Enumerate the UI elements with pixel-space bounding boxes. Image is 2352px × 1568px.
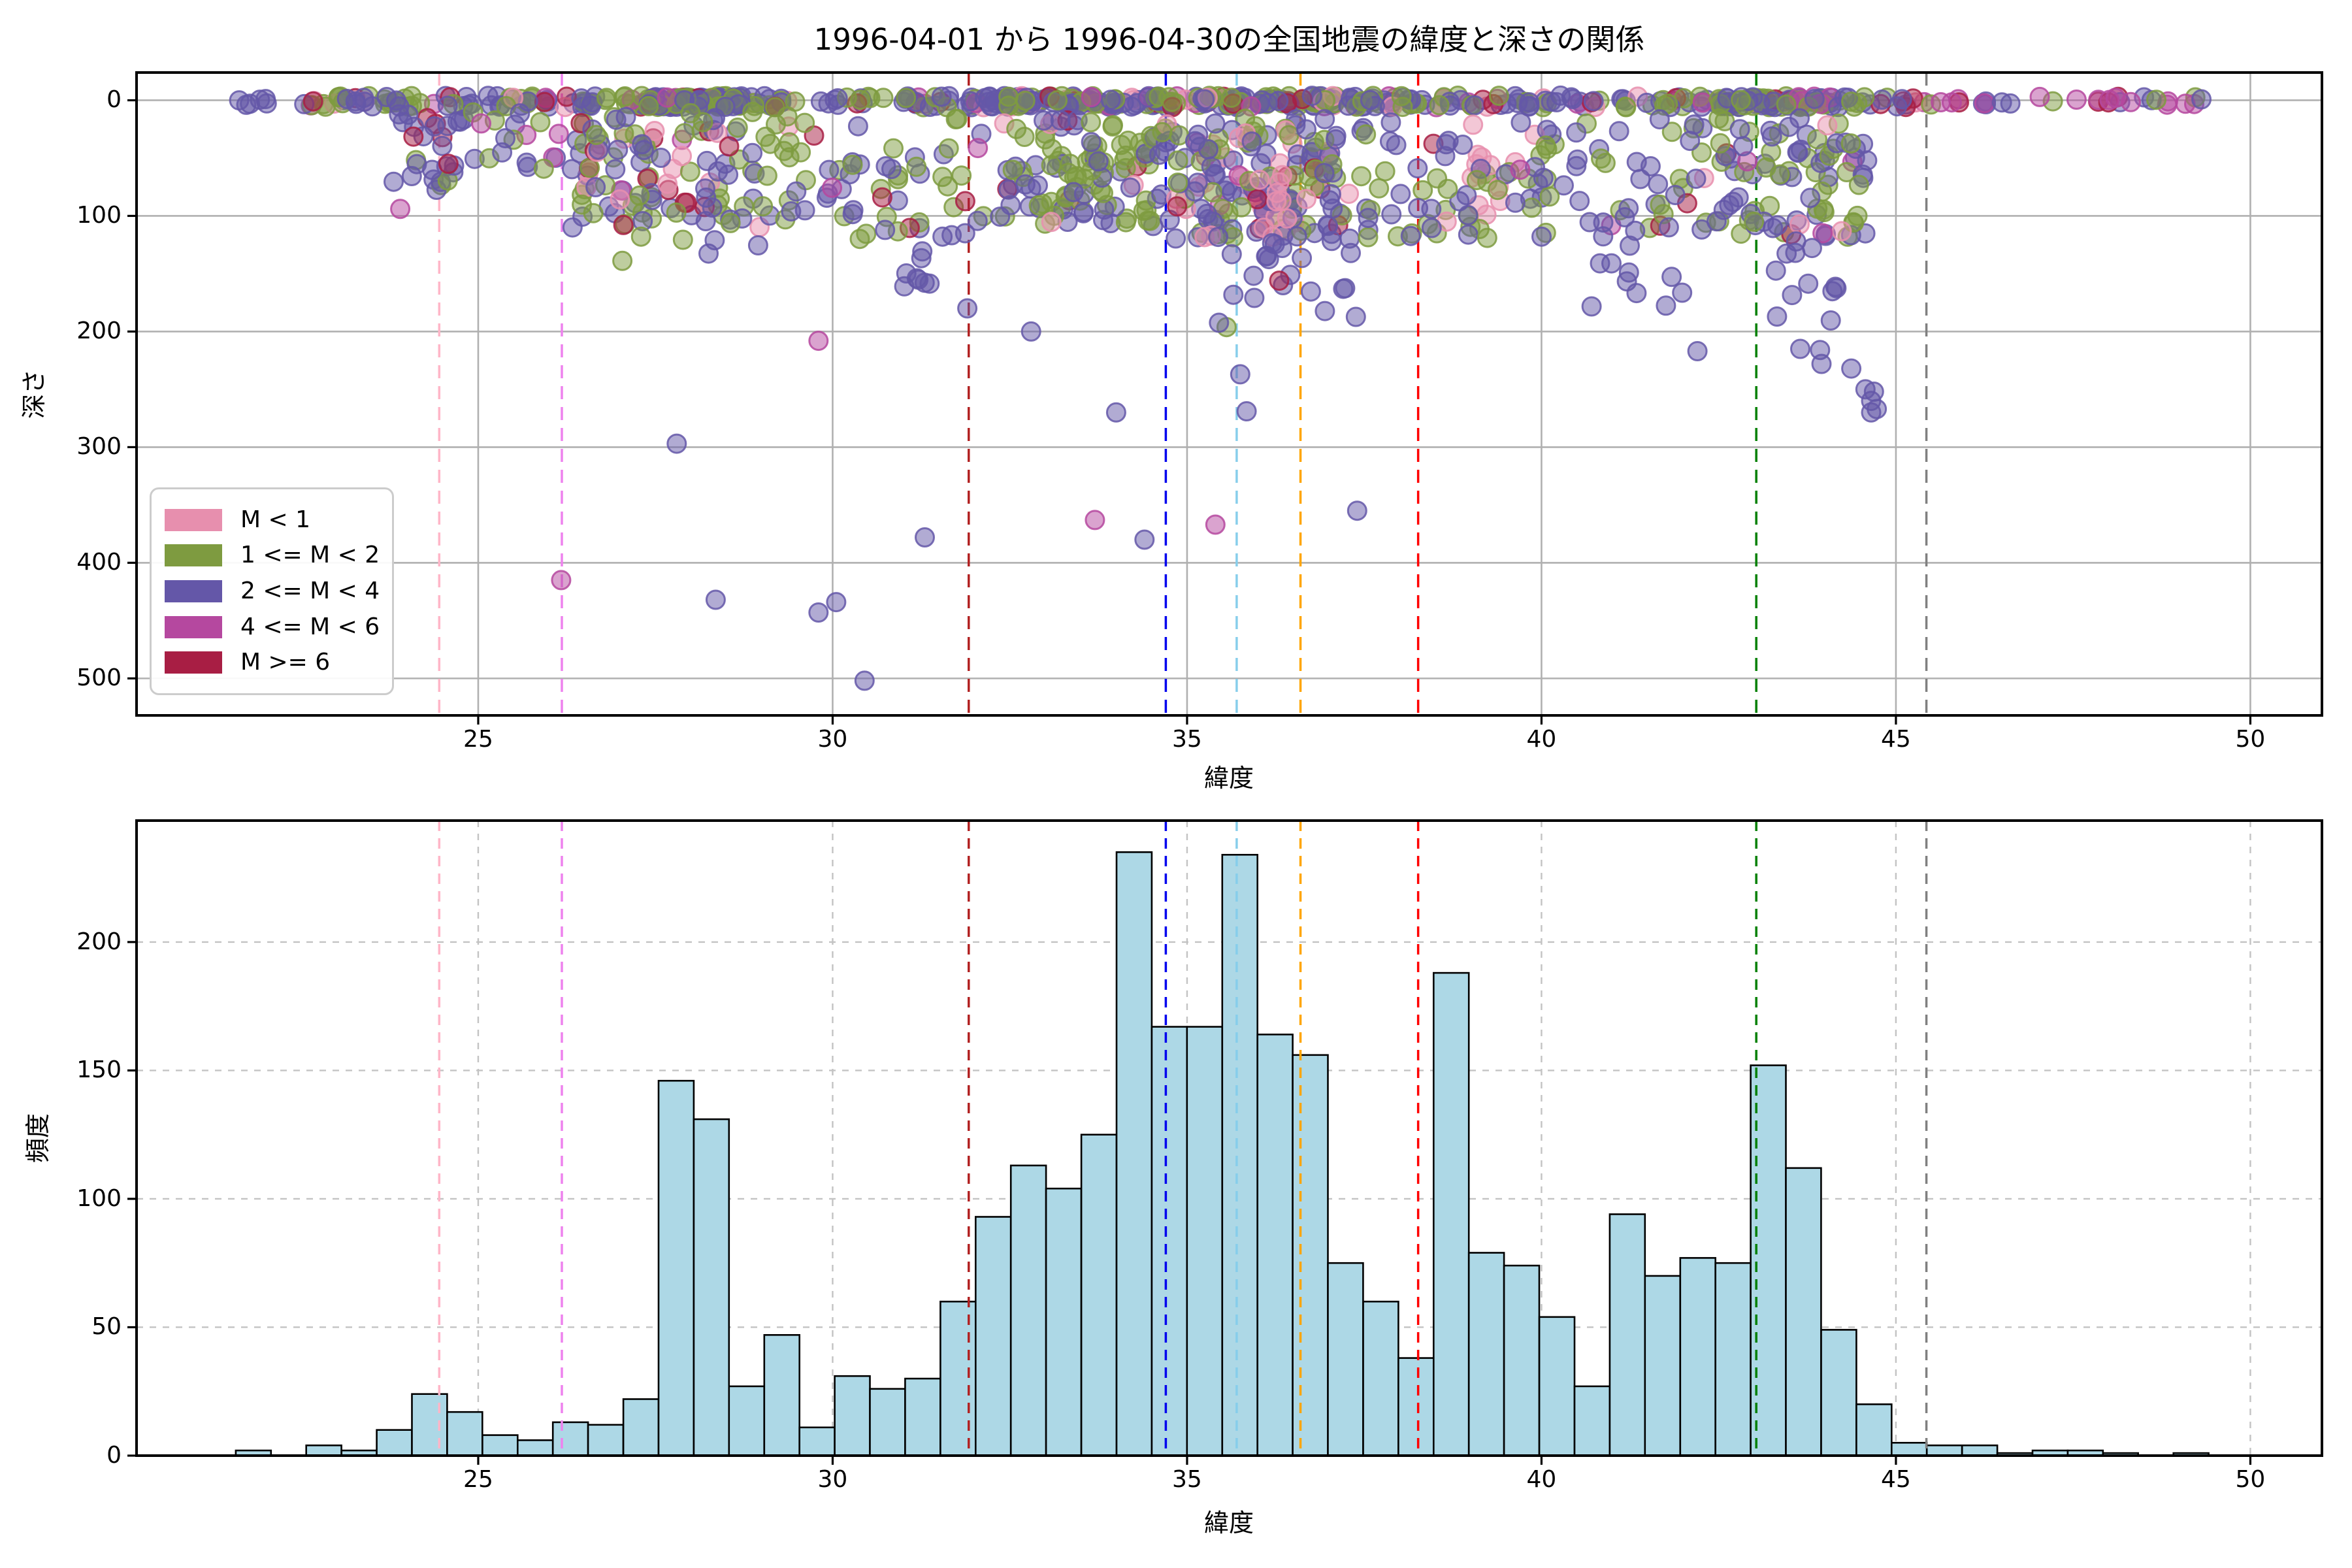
legend-item: M < 1 bbox=[165, 508, 385, 532]
scatter-x-tick-label: 30 bbox=[817, 726, 848, 753]
histogram-bar bbox=[411, 1393, 448, 1457]
histogram-bar bbox=[1573, 1385, 1611, 1457]
histogram-bar bbox=[622, 1398, 660, 1457]
histogram-reference-vlines bbox=[438, 821, 1928, 1456]
histogram-bar bbox=[516, 1439, 554, 1457]
histogram-bar bbox=[1009, 1164, 1047, 1457]
legend-swatch-m-2-4 bbox=[165, 580, 222, 602]
histogram-bar bbox=[1221, 854, 1259, 1457]
histogram-bar bbox=[1256, 1034, 1294, 1457]
histogram-bar bbox=[1292, 1054, 1329, 1457]
legend-swatch-m-1-2 bbox=[165, 544, 222, 567]
histogram-bar bbox=[834, 1375, 871, 1457]
scatter-yaxis-label: 深さ bbox=[20, 369, 48, 419]
legend-item: 2 <= M < 4 bbox=[165, 577, 385, 604]
scatter-y-tick-label: 0 bbox=[106, 86, 122, 114]
scatter-axes bbox=[127, 71, 2323, 725]
histogram-bar bbox=[551, 1421, 589, 1457]
histogram-bar bbox=[1714, 1262, 1752, 1457]
scatter-y-tick-label: 400 bbox=[76, 549, 122, 576]
histogram-bar bbox=[657, 1079, 695, 1457]
histogram-x-tick-label: 40 bbox=[1526, 1466, 1557, 1493]
histogram-x-tick-label: 50 bbox=[2235, 1466, 2266, 1493]
histogram-axes bbox=[127, 819, 2323, 1465]
histogram-y-tick-label: 50 bbox=[91, 1313, 122, 1341]
histogram-bar bbox=[1186, 1026, 1224, 1457]
histogram-bar bbox=[1151, 1026, 1188, 1457]
histogram-bar bbox=[869, 1388, 906, 1457]
histogram-bar bbox=[693, 1118, 730, 1457]
histogram-bar bbox=[305, 1445, 342, 1457]
legend-swatch-m-ge-6 bbox=[165, 651, 222, 674]
histogram-bar bbox=[1538, 1316, 1576, 1457]
histogram-bar bbox=[1115, 851, 1153, 1457]
histogram-bar bbox=[1644, 1275, 1682, 1457]
scatter-y-tick-label: 300 bbox=[76, 433, 122, 461]
histogram-bar bbox=[1080, 1134, 1118, 1457]
legend-item: M >= 6 bbox=[165, 651, 385, 674]
histogram-bar bbox=[1327, 1262, 1364, 1457]
histogram-bar bbox=[939, 1300, 977, 1457]
histogram-x-tick-label: 45 bbox=[1881, 1466, 1911, 1493]
histogram-yaxis-label: 頻度 bbox=[24, 1113, 52, 1164]
histogram-bar bbox=[482, 1434, 519, 1457]
scatter-x-tick-label: 50 bbox=[2235, 726, 2266, 753]
histogram-bar bbox=[1433, 972, 1470, 1457]
histogram-bar bbox=[1855, 1403, 1893, 1457]
histogram-bar bbox=[1397, 1357, 1435, 1457]
histogram-bar bbox=[587, 1424, 625, 1457]
histogram-y-tick-label: 200 bbox=[76, 928, 122, 955]
scatter-gridlines bbox=[137, 73, 2322, 715]
histogram-xaxis-label: 緯度 bbox=[1203, 1509, 1254, 1537]
legend-label: 4 <= M < 6 bbox=[240, 613, 380, 640]
legend-label: 1 <= M < 2 bbox=[240, 542, 380, 569]
legend-swatch-m-lt-1 bbox=[165, 508, 222, 531]
histogram-bar bbox=[1503, 1264, 1541, 1457]
histogram-bar bbox=[376, 1429, 413, 1457]
histogram-bar bbox=[1609, 1213, 1646, 1457]
histogram-bar bbox=[1820, 1329, 1857, 1457]
histogram-bar bbox=[904, 1377, 941, 1457]
histogram-bar bbox=[798, 1426, 836, 1457]
histogram-bar bbox=[1467, 1252, 1505, 1457]
histogram-x-tick-label: 35 bbox=[1172, 1466, 1202, 1493]
legend-item: 1 <= M < 2 bbox=[165, 544, 385, 567]
histogram-bar bbox=[1679, 1257, 1717, 1457]
histogram-y-tick-label: 100 bbox=[76, 1184, 122, 1212]
chart-title: 1996-04-01 から 1996-04-30の全国地震の緯度と深さの関係 bbox=[813, 22, 1645, 57]
histogram-y-tick-label: 150 bbox=[76, 1056, 122, 1084]
legend-swatch-m-4-6 bbox=[165, 615, 222, 638]
histogram-bar bbox=[1045, 1187, 1083, 1457]
histogram-x-tick-label: 25 bbox=[463, 1466, 493, 1493]
histogram-bar bbox=[446, 1411, 483, 1457]
histogram-x-tick-label: 30 bbox=[817, 1466, 848, 1493]
histogram-bar bbox=[1891, 1442, 1928, 1457]
scatter-points bbox=[229, 85, 2212, 691]
magnitude-legend: M < 1 1 <= M < 2 2 <= M < 4 4 <= M < 6 M… bbox=[150, 487, 394, 695]
scatter-y-tick-label: 100 bbox=[76, 202, 122, 229]
histogram-bar bbox=[728, 1385, 766, 1457]
histogram-bar bbox=[975, 1216, 1012, 1457]
histogram-bar bbox=[763, 1334, 801, 1457]
histogram-bar bbox=[1785, 1167, 1822, 1457]
scatter-x-tick-label: 25 bbox=[463, 726, 493, 753]
scatter-x-tick-label: 45 bbox=[1881, 726, 1911, 753]
legend-label: M >= 6 bbox=[240, 649, 331, 676]
histogram-y-tick-label: 0 bbox=[106, 1442, 122, 1469]
scatter-x-tick-label: 40 bbox=[1526, 726, 1557, 753]
histogram-bar bbox=[1362, 1300, 1399, 1457]
histogram-gridlines bbox=[137, 821, 2322, 1456]
legend-label: 2 <= M < 4 bbox=[240, 577, 380, 604]
histogram-bar bbox=[1961, 1445, 1999, 1457]
legend-label: M < 1 bbox=[240, 506, 311, 533]
histogram-bar bbox=[1925, 1445, 1963, 1457]
legend-item: 4 <= M < 6 bbox=[165, 615, 385, 639]
scatter-y-tick-label: 200 bbox=[76, 318, 122, 345]
scatter-xaxis-label: 緯度 bbox=[1203, 764, 1254, 792]
scatter-x-tick-label: 35 bbox=[1172, 726, 1202, 753]
scatter-y-tick-label: 500 bbox=[76, 664, 122, 692]
